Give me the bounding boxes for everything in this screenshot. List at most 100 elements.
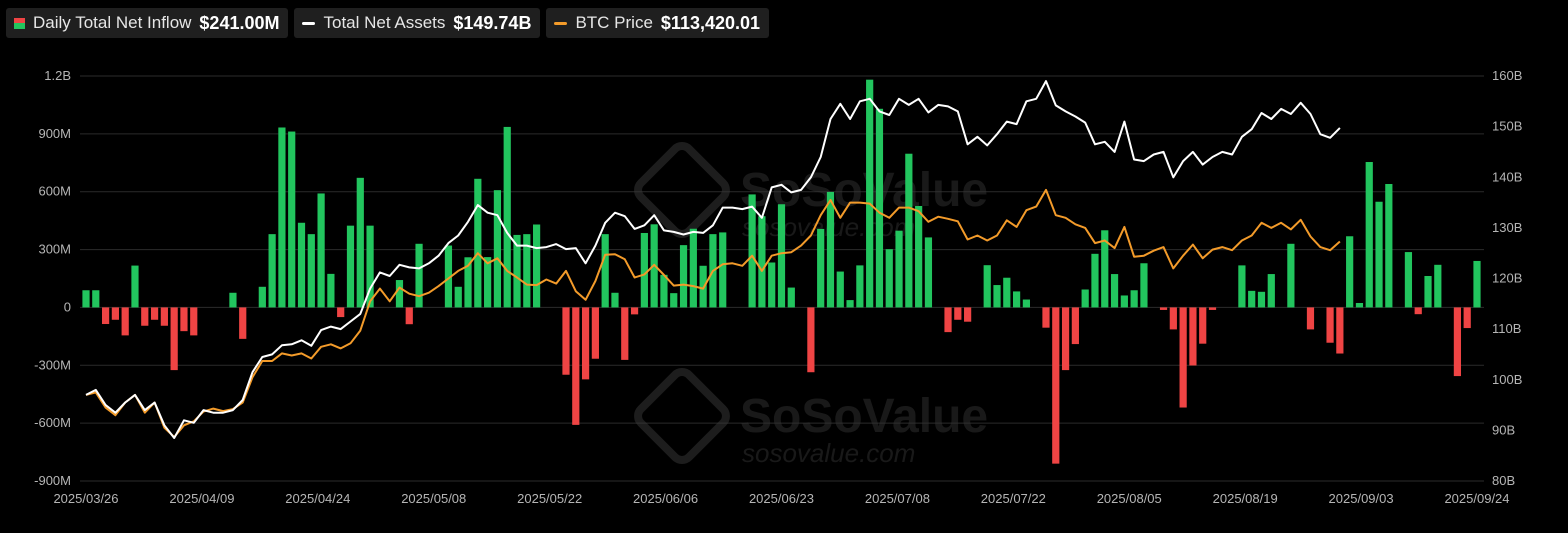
inflow-bar [591, 307, 599, 359]
inflow-bar [1071, 307, 1079, 345]
inflow-bar [1336, 307, 1344, 354]
inflow-bar [621, 307, 629, 360]
inflow-bar [895, 230, 903, 308]
inflow-bar [836, 271, 844, 308]
left-axis-tick-label: 900M [38, 126, 71, 141]
inflow-bar [826, 191, 835, 308]
inflow-bar [1375, 201, 1383, 308]
left-axis-ticks: 1.2B 900M 600M 300M 0 -300M -600M -900M [34, 68, 71, 488]
inflow-bar [856, 265, 864, 308]
inflow-bar [748, 194, 756, 308]
inflow-bar [121, 307, 129, 336]
inflow-bar [670, 293, 678, 308]
inflow-bar [1257, 291, 1266, 308]
inflow-bar [1012, 291, 1021, 308]
inflow-bar [337, 307, 345, 318]
inflow-bar [1473, 260, 1481, 308]
inflow-bar [1326, 307, 1334, 343]
inflow-bar [875, 108, 884, 308]
inflow-bar [1404, 252, 1413, 308]
inflow-bar [640, 232, 648, 308]
left-axis-tick-label: 600M [38, 184, 71, 199]
inflow-bar [288, 131, 296, 308]
inflow-bar [1248, 290, 1256, 308]
legend-btc-value: $113,420.01 [660, 12, 761, 33]
legend-assets-label: Total Net Assets [323, 13, 446, 32]
legend-inflow-value: $241.00M [199, 12, 280, 33]
inflow-bar [405, 307, 413, 325]
legend-btc-price[interactable]: BTC Price $113,420.01 [546, 8, 770, 38]
inflow-bar [787, 287, 795, 308]
inflow-bar [1208, 307, 1217, 310]
inflow-bar [581, 307, 590, 380]
inflow-bar [660, 274, 668, 308]
chart-legend: Daily Total Net Inflow $241.00M Total Ne… [6, 8, 770, 38]
inflow-bar [993, 285, 1001, 308]
inflow-bar [1081, 289, 1089, 308]
inflow-bar [572, 307, 580, 425]
inflow-bar [601, 234, 609, 308]
inflow-bar [317, 193, 325, 308]
logo-icon [634, 368, 730, 464]
inflow-bar [1199, 307, 1207, 344]
inflow-bar [297, 222, 306, 308]
inflow-bar [1306, 307, 1315, 330]
inflow-bar [327, 273, 335, 308]
net-inflow-swatch-icon [14, 17, 25, 29]
inflow-bar [1179, 307, 1187, 408]
right-axis-tick-label: 90B [1492, 422, 1515, 437]
inflow-bar [444, 245, 453, 308]
right-axis-tick-label: 140B [1492, 169, 1522, 184]
inflow-bar [160, 307, 168, 326]
x-axis-tick-label: 2025/09/24 [1444, 491, 1509, 506]
inflow-bar [1042, 307, 1050, 328]
inflow-bar [885, 249, 893, 308]
net-assets-swatch-icon [302, 21, 316, 25]
inflow-bar [1091, 253, 1099, 308]
x-axis-tick-label: 2025/09/03 [1329, 491, 1394, 506]
inflow-bar [180, 307, 188, 332]
right-axis-ticks: 160B 150B 140B 130B 120B 110B 100B 90B 80B [1492, 68, 1522, 488]
left-axis-tick-label: 0 [64, 299, 71, 314]
inflow-bar [1385, 184, 1393, 308]
inflow-bar [562, 307, 570, 375]
inflow-bar [464, 257, 472, 308]
x-axis-tick-label: 2025/06/06 [633, 491, 698, 506]
inflow-bar [1346, 236, 1354, 308]
inflow-bar [1022, 299, 1030, 308]
inflow-bar [817, 228, 825, 308]
watermark-brand: SoSoValue [740, 164, 988, 217]
legend-total-net-assets[interactable]: Total Net Assets $149.74B [294, 8, 541, 38]
x-axis-tick-label: 2025/03/26 [53, 491, 118, 506]
x-axis-tick-label: 2025/07/22 [981, 491, 1046, 506]
left-axis-tick-label: -300M [34, 357, 71, 372]
inflow-bar [278, 127, 286, 308]
inflow-bar [1414, 307, 1422, 315]
legend-assets-value: $149.74B [453, 12, 532, 33]
left-axis-tick-label: -600M [34, 415, 71, 430]
inflow-bar [415, 243, 423, 308]
x-axis-tick-label: 2025/05/08 [401, 491, 466, 506]
inflow-bar [1238, 265, 1246, 308]
left-axis-tick-label: 300M [38, 242, 71, 257]
x-axis-tick-label: 2025/08/05 [1097, 491, 1162, 506]
inflow-bar [170, 307, 178, 371]
left-axis-tick-label: 1.2B [44, 68, 71, 83]
legend-inflow-label: Daily Total Net Inflow [33, 13, 192, 32]
inflow-bar [356, 177, 364, 308]
inflow-bar [229, 292, 237, 308]
inflow-bar [474, 178, 482, 308]
inflow-bar [905, 153, 913, 308]
total-net-assets-line [85, 80, 1341, 439]
inflow-bar [1287, 243, 1295, 308]
legend-daily-net-inflow[interactable]: Daily Total Net Inflow $241.00M [6, 8, 289, 38]
inflow-bar [1365, 162, 1373, 308]
inflow-bar [533, 224, 541, 308]
inflow-bar [523, 234, 531, 308]
inflow-bar [846, 300, 854, 308]
inflow-bar [954, 307, 962, 320]
right-axis-tick-label: 80B [1492, 473, 1515, 488]
inflow-bar [141, 307, 149, 326]
